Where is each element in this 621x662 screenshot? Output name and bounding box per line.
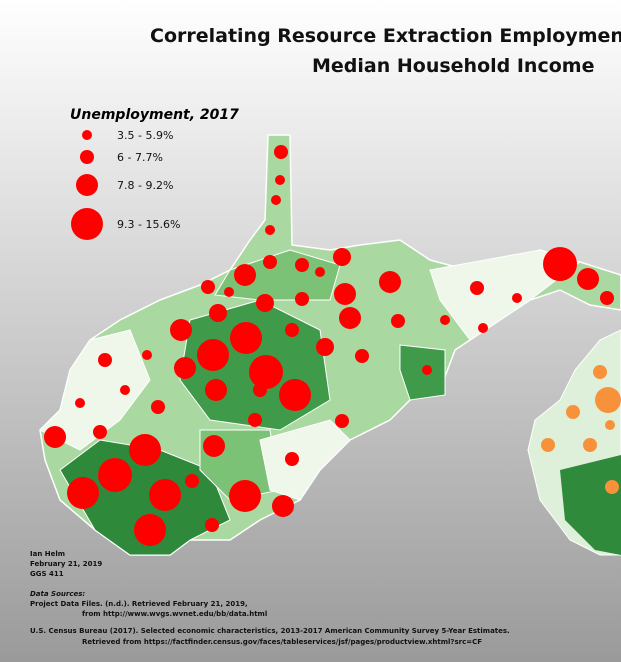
county-symbol bbox=[265, 225, 275, 235]
county-symbol bbox=[67, 477, 99, 509]
source: Project Data Files. (n.d.). Retrieved Fe… bbox=[30, 600, 248, 608]
credit: Ian Helm bbox=[30, 550, 65, 558]
county-symbol bbox=[203, 435, 225, 457]
county-symbol bbox=[205, 379, 227, 401]
county-symbol bbox=[478, 323, 488, 333]
legend: 3.5 - 5.9% 6 - 7.7% 7.8 - 9.2% 9.3 - 15.6% bbox=[71, 129, 180, 240]
county-symbol bbox=[98, 353, 112, 367]
source: Retrieved from https://factfinder.census… bbox=[82, 638, 482, 646]
source: U.S. Census Bureau (2017). Selected econ… bbox=[30, 627, 510, 635]
county-symbol bbox=[263, 255, 277, 269]
county-symbol bbox=[440, 315, 450, 325]
county-symbol bbox=[422, 365, 432, 375]
county-symbol bbox=[316, 338, 334, 356]
source: from http://www.wvgs.wvnet.edu/bb/data.h… bbox=[82, 610, 267, 618]
county-symbol bbox=[315, 267, 325, 277]
county-symbol bbox=[339, 307, 361, 329]
county-symbol bbox=[230, 322, 262, 354]
county-symbol bbox=[470, 281, 484, 295]
county-symbol bbox=[224, 287, 234, 297]
county-symbol bbox=[75, 398, 85, 408]
county-symbol bbox=[249, 355, 283, 389]
county-symbol bbox=[595, 387, 621, 413]
county-symbol bbox=[129, 434, 161, 466]
county-symbol bbox=[600, 291, 614, 305]
county-symbol bbox=[583, 438, 597, 452]
county-symbol bbox=[174, 357, 196, 379]
legend-label: 6 - 7.7% bbox=[117, 151, 163, 164]
county-symbol bbox=[248, 413, 262, 427]
county-symbol bbox=[234, 264, 256, 286]
county-symbol bbox=[256, 294, 274, 312]
legend-symbol bbox=[80, 150, 94, 164]
legend-symbol bbox=[71, 208, 103, 240]
county-symbol bbox=[272, 495, 294, 517]
county-symbol bbox=[274, 145, 288, 159]
county-symbol bbox=[577, 268, 599, 290]
county-symbol bbox=[593, 365, 607, 379]
county-symbol bbox=[271, 195, 281, 205]
credit: GGS 411 bbox=[30, 570, 64, 578]
county-symbol bbox=[285, 452, 299, 466]
county-symbol bbox=[512, 293, 522, 303]
county-symbol bbox=[170, 319, 192, 341]
county-symbol bbox=[229, 480, 261, 512]
virginia-south bbox=[560, 455, 621, 555]
county-symbol bbox=[98, 458, 132, 492]
county-symbol bbox=[333, 248, 351, 266]
map-title: Median Household Income bbox=[312, 55, 594, 77]
unemployment-symbols bbox=[44, 145, 621, 546]
county-symbol bbox=[391, 314, 405, 328]
map-title: Correlating Resource Extraction Employme… bbox=[150, 25, 621, 47]
county-symbol bbox=[120, 385, 130, 395]
legend-symbol bbox=[76, 174, 98, 196]
legend-label: 7.8 - 9.2% bbox=[117, 179, 173, 192]
county-symbol bbox=[93, 425, 107, 439]
county-symbol bbox=[197, 339, 229, 371]
county-symbol bbox=[335, 414, 349, 428]
county-symbol bbox=[142, 350, 152, 360]
county-mid bbox=[214, 249, 341, 301]
county-symbol bbox=[355, 349, 369, 363]
legend-symbol bbox=[82, 130, 92, 140]
county-symbol bbox=[379, 271, 401, 293]
county-symbol bbox=[201, 280, 215, 294]
county-symbol bbox=[334, 283, 356, 305]
legend-title: Unemployment, 2017 bbox=[70, 107, 239, 123]
county-light bbox=[259, 419, 351, 501]
county-symbol bbox=[149, 479, 181, 511]
county-symbol bbox=[279, 379, 311, 411]
county-symbol bbox=[285, 323, 299, 337]
county-symbol bbox=[151, 400, 165, 414]
sources-heading: Data Sources: bbox=[30, 590, 85, 598]
county-symbol bbox=[205, 518, 219, 532]
county-light bbox=[39, 329, 151, 451]
county-symbol bbox=[134, 514, 166, 546]
county-symbol bbox=[605, 480, 619, 494]
county-symbol bbox=[275, 175, 285, 185]
credit: February 21, 2019 bbox=[30, 560, 102, 568]
county-light bbox=[429, 249, 582, 341]
county-symbol bbox=[295, 258, 309, 272]
county-symbol bbox=[253, 383, 267, 397]
county-symbol bbox=[541, 438, 555, 452]
county-symbol bbox=[209, 304, 227, 322]
county-symbol bbox=[185, 474, 199, 488]
county-symbol bbox=[295, 292, 309, 306]
legend-label: 9.3 - 15.6% bbox=[117, 218, 180, 231]
county-symbol bbox=[44, 426, 66, 448]
county-symbol bbox=[605, 420, 615, 430]
county-symbol bbox=[543, 247, 577, 281]
county-symbol bbox=[566, 405, 580, 419]
county-dark bbox=[399, 344, 446, 401]
legend-label: 3.5 - 5.9% bbox=[117, 129, 173, 142]
